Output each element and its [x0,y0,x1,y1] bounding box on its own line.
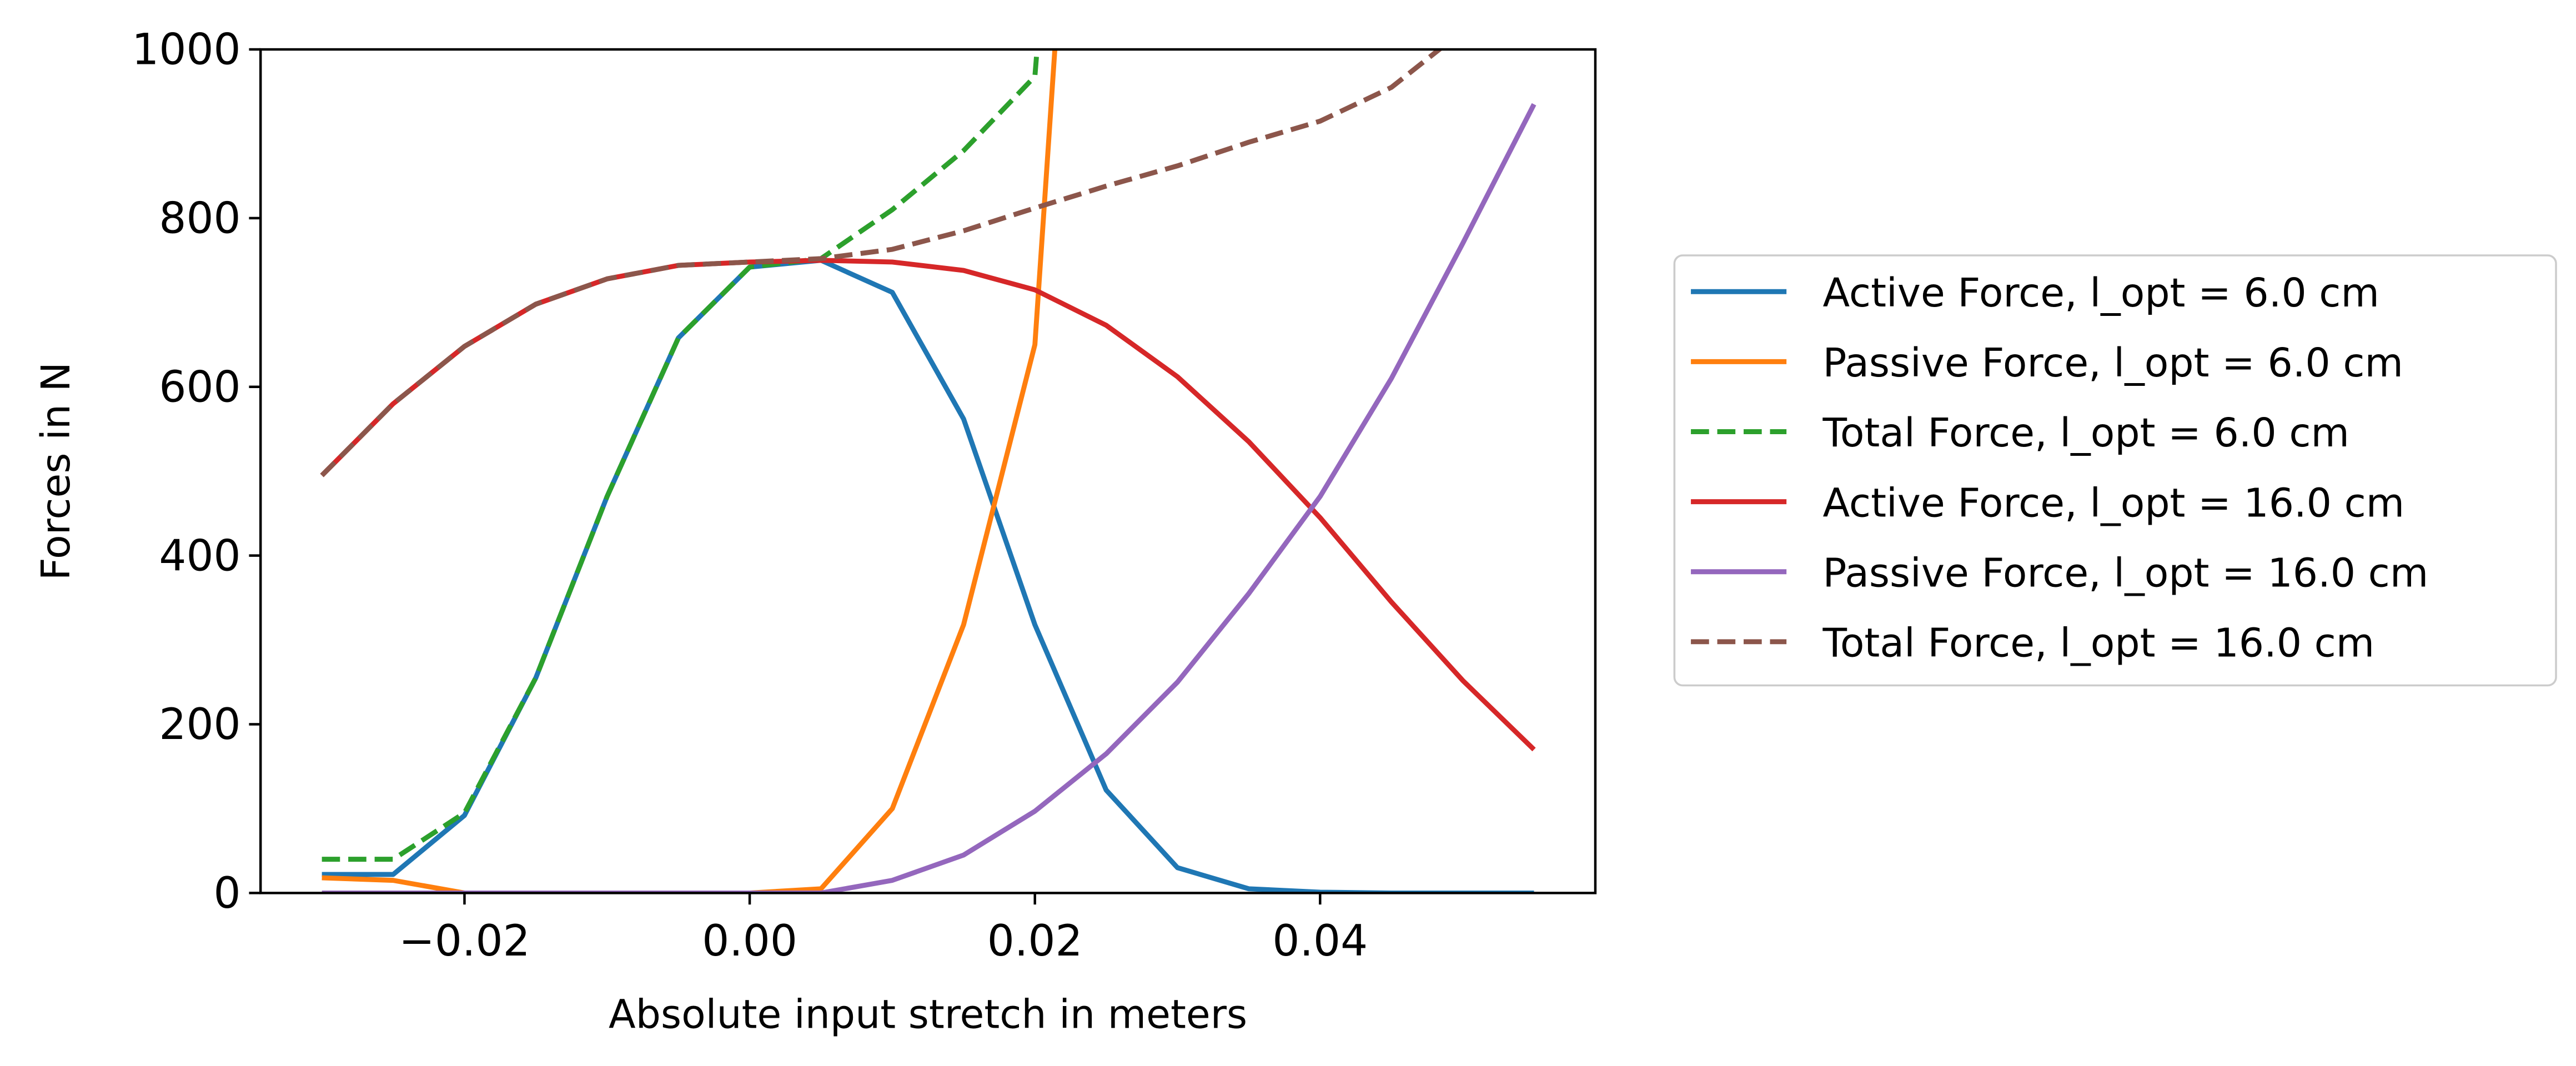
y-tick-label: 200 [159,700,240,750]
series-line [322,103,1536,893]
plot-area [260,49,1595,893]
series-line [320,49,1444,477]
series-line [320,258,1536,752]
x-tick-label: 0.02 [987,916,1083,966]
y-tick-label: 600 [159,362,240,412]
y-tick-label: 400 [159,531,240,581]
legend-label: Active Force, l_opt = 16.0 cm [1822,480,2404,526]
y-tick-label: 0 [214,868,241,918]
legend-label: Active Force, l_opt = 6.0 cm [1822,270,2379,316]
legend [1673,254,2557,687]
x-tick-label: −0.02 [399,916,530,966]
y-axis-label: Forces in N [33,362,79,580]
y-tick-label: 800 [159,194,240,244]
legend-label: Passive Force, l_opt = 16.0 cm [1822,550,2428,596]
legend-label: Total Force, l_opt = 6.0 cm [1822,410,2349,456]
y-tick-label: 1000 [132,25,240,75]
legend-label: Passive Force, l_opt = 6.0 cm [1822,340,2403,386]
plot-frame [259,48,1597,894]
x-tick-label: 0.04 [1272,916,1368,966]
x-tick-label: 0.00 [702,916,797,966]
x-axis-label: Absolute input stretch in meters [609,992,1247,1038]
series-line [322,49,1040,862]
legend-label: Total Force, l_opt = 16.0 cm [1822,620,2374,666]
